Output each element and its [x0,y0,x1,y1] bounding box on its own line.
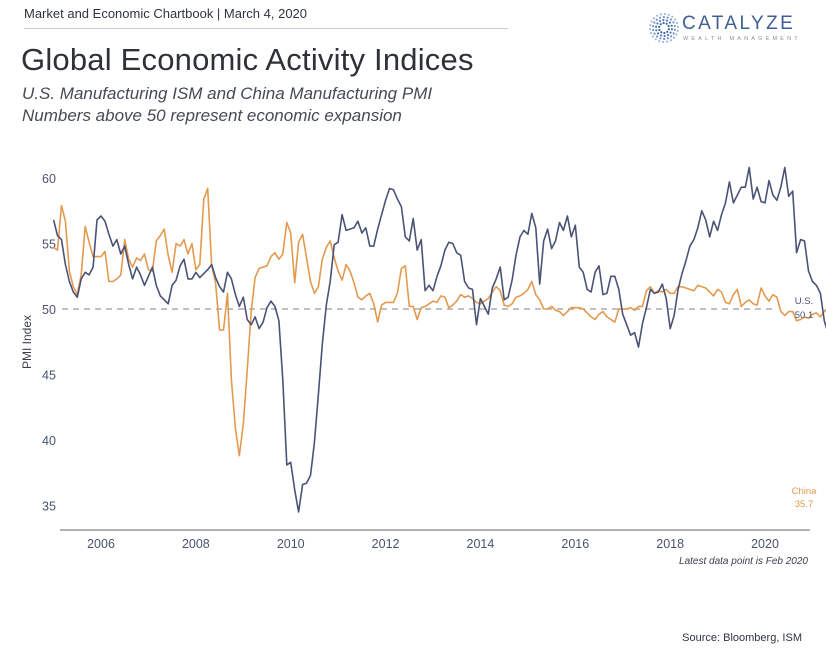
logo-tagline: WEALTH MANAGEMENT [683,36,801,42]
source-note: Source: Bloomberg, ISM [682,632,802,644]
y-axis-label: PMI Index [20,315,34,369]
china-series-line [53,187,826,457]
logo-name: CATALYZE [682,13,796,34]
x-tick-label: 2014 [467,537,495,551]
subtitle-line-2: Numbers above 50 represent economic expa… [22,106,402,125]
china-end-label: China [792,486,818,497]
sunburst-dots-icon [648,12,680,44]
china-end-value: 35.7 [795,499,814,510]
subtitle-line-1: U.S. Manufacturing ISM and China Manufac… [22,84,433,103]
y-tick-label: 40 [42,434,56,448]
chartbook-header: Market and Economic Chartbook | March 4,… [24,6,308,21]
y-tick-label: 45 [42,369,56,383]
header-divider [24,28,508,29]
page-title: Global Economic Activity Indices [21,42,474,77]
x-tick-label: 2018 [656,537,684,551]
y-tick-label: 50 [42,303,56,317]
x-axis-ticks: 2006 2008 2010 2012 2014 2016 2018 2020 [87,537,779,551]
catalyze-logo: CATALYZE WEALTH MANAGEMENT [648,12,818,48]
x-tick-label: 2006 [87,537,115,551]
y-axis-ticks: 60 55 50 45 40 35 [42,172,56,514]
x-tick-label: 2010 [277,537,305,551]
y-tick-label: 35 [42,500,56,514]
us-series-line [52,166,826,513]
us-end-value: 50.1 [795,310,814,321]
us-end-label: U.S. [795,296,813,307]
x-tick-label: 2020 [751,537,779,551]
series-group [52,166,826,513]
latest-data-note: Latest data point is Feb 2020 [679,556,808,567]
x-tick-label: 2016 [561,537,589,551]
y-tick-label: 60 [42,172,56,186]
y-tick-label: 55 [42,238,56,252]
x-tick-label: 2012 [372,537,400,551]
x-tick-label: 2008 [182,537,210,551]
